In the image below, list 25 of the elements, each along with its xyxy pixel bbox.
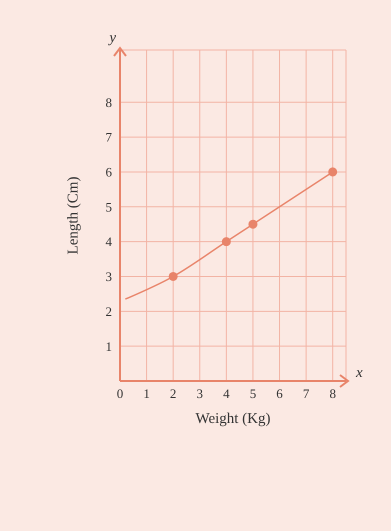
x-tick-label: 2 [170, 386, 176, 402]
x-tick-label: 1 [143, 386, 150, 402]
point [248, 220, 258, 229]
text: x [355, 365, 363, 381]
text: y [107, 30, 116, 46]
x-tick-label: 3 [196, 386, 204, 402]
x-tick-label: 5 [250, 386, 256, 402]
x-tick-label: 6 [276, 386, 284, 402]
x-tick-label: 8 [329, 386, 336, 402]
point [328, 167, 338, 176]
y-tick-label: 8 [106, 94, 112, 110]
y-tick-label: 6 [106, 164, 112, 180]
y-axis-title: Length (Cm) [65, 176, 82, 254]
y-tick-label: 3 [106, 269, 112, 284]
x-axis-title: Weight (Kg) [195, 411, 271, 427]
y-tick-label: 5 [106, 199, 112, 214]
x-tick-label: 7 [302, 386, 310, 402]
point [222, 237, 231, 246]
y-tick-label: 7 [106, 130, 112, 145]
y-tick-label: 1 [106, 338, 112, 354]
x-tick-label: 0 [116, 386, 124, 402]
y-tick-label: 4 [106, 234, 112, 250]
y-tick-label: 2 [106, 304, 112, 319]
point [168, 272, 178, 281]
x-tick-label: 4 [223, 386, 230, 402]
